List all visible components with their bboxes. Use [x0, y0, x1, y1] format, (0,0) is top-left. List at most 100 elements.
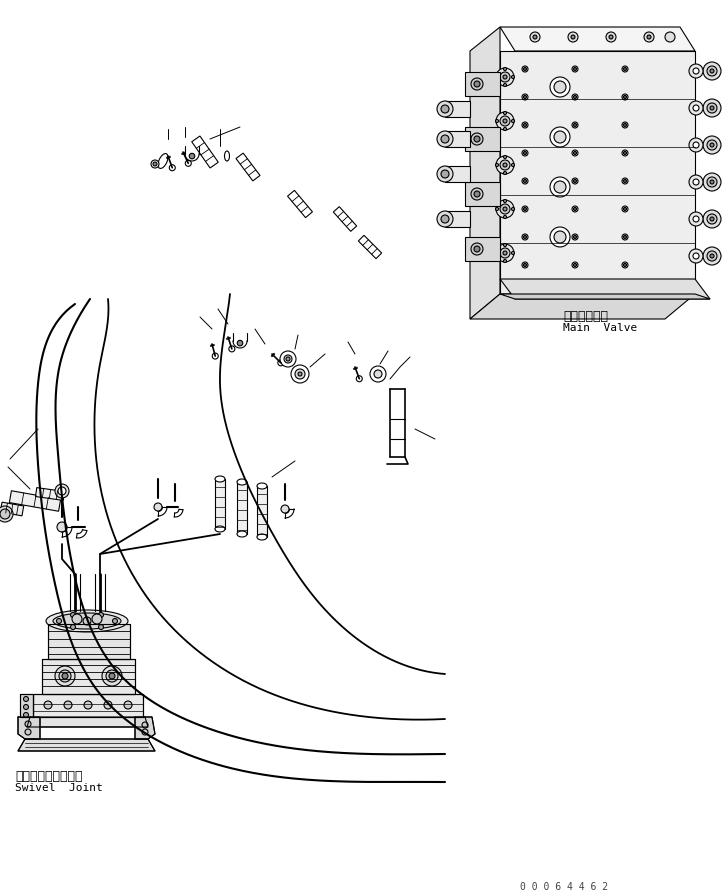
Circle shape: [23, 696, 28, 702]
Polygon shape: [465, 128, 500, 152]
Circle shape: [703, 63, 721, 81]
Polygon shape: [48, 624, 130, 659]
Polygon shape: [27, 717, 148, 727]
Circle shape: [25, 721, 31, 727]
Circle shape: [693, 216, 699, 223]
Circle shape: [710, 144, 714, 148]
Polygon shape: [237, 483, 247, 535]
Circle shape: [571, 36, 575, 40]
Circle shape: [471, 134, 483, 146]
Circle shape: [496, 113, 514, 131]
Circle shape: [500, 205, 510, 215]
Circle shape: [112, 619, 117, 624]
Circle shape: [356, 376, 362, 383]
Circle shape: [229, 347, 235, 352]
Circle shape: [98, 612, 104, 618]
Circle shape: [237, 341, 243, 347]
Circle shape: [83, 618, 91, 625]
Circle shape: [503, 164, 507, 168]
Circle shape: [572, 263, 578, 269]
Circle shape: [298, 373, 302, 376]
Circle shape: [44, 701, 52, 709]
Circle shape: [142, 730, 148, 735]
Polygon shape: [236, 154, 260, 181]
Polygon shape: [500, 280, 710, 299]
Circle shape: [622, 263, 628, 269]
Circle shape: [693, 105, 699, 112]
Polygon shape: [445, 212, 470, 228]
Circle shape: [623, 265, 626, 267]
Circle shape: [622, 122, 628, 129]
Circle shape: [284, 356, 292, 364]
Circle shape: [55, 666, 75, 687]
Circle shape: [550, 128, 570, 148]
Circle shape: [84, 701, 92, 709]
Circle shape: [56, 619, 62, 624]
Circle shape: [523, 236, 526, 240]
Circle shape: [72, 614, 82, 624]
Circle shape: [710, 70, 714, 74]
Polygon shape: [9, 491, 61, 511]
Circle shape: [64, 701, 72, 709]
Circle shape: [281, 505, 289, 513]
Circle shape: [474, 137, 480, 143]
Circle shape: [647, 36, 651, 40]
Circle shape: [57, 522, 67, 533]
Circle shape: [689, 213, 703, 227]
Polygon shape: [20, 695, 33, 717]
Circle shape: [573, 97, 576, 99]
Circle shape: [437, 102, 453, 118]
Circle shape: [522, 122, 528, 129]
Circle shape: [522, 67, 528, 73]
Circle shape: [693, 143, 699, 148]
Circle shape: [523, 69, 526, 72]
Circle shape: [278, 360, 284, 367]
Circle shape: [496, 201, 514, 219]
Circle shape: [441, 215, 449, 224]
Circle shape: [496, 156, 514, 175]
Circle shape: [622, 179, 628, 185]
Circle shape: [511, 76, 515, 80]
Circle shape: [441, 105, 449, 114]
Circle shape: [623, 97, 626, 99]
Circle shape: [703, 137, 721, 155]
Circle shape: [530, 33, 540, 43]
Ellipse shape: [257, 484, 267, 489]
Circle shape: [623, 181, 626, 183]
Circle shape: [707, 178, 717, 188]
Circle shape: [151, 161, 159, 169]
Circle shape: [550, 228, 570, 248]
Circle shape: [572, 207, 578, 213]
Circle shape: [522, 95, 528, 101]
Circle shape: [0, 506, 13, 522]
Circle shape: [622, 67, 628, 73]
Ellipse shape: [237, 479, 247, 485]
Circle shape: [710, 181, 714, 185]
Circle shape: [707, 215, 717, 224]
Circle shape: [500, 117, 510, 127]
Circle shape: [689, 139, 703, 153]
Polygon shape: [135, 717, 155, 739]
Circle shape: [104, 701, 112, 709]
Circle shape: [503, 156, 507, 159]
Circle shape: [554, 181, 566, 194]
Circle shape: [623, 69, 626, 72]
Circle shape: [153, 163, 157, 167]
Circle shape: [644, 33, 654, 43]
Circle shape: [573, 181, 576, 183]
Circle shape: [295, 369, 305, 380]
Circle shape: [523, 124, 526, 127]
Circle shape: [622, 207, 628, 213]
Circle shape: [291, 366, 309, 384]
Circle shape: [189, 154, 195, 160]
Circle shape: [58, 487, 66, 495]
Circle shape: [707, 141, 717, 151]
Circle shape: [474, 192, 480, 198]
Text: 0 0 0 6 4 4 6 2: 0 0 0 6 4 4 6 2: [520, 881, 608, 891]
Circle shape: [523, 152, 526, 156]
Circle shape: [622, 235, 628, 240]
Polygon shape: [445, 102, 470, 118]
Circle shape: [370, 367, 386, 383]
Polygon shape: [445, 167, 470, 182]
Polygon shape: [257, 486, 267, 537]
